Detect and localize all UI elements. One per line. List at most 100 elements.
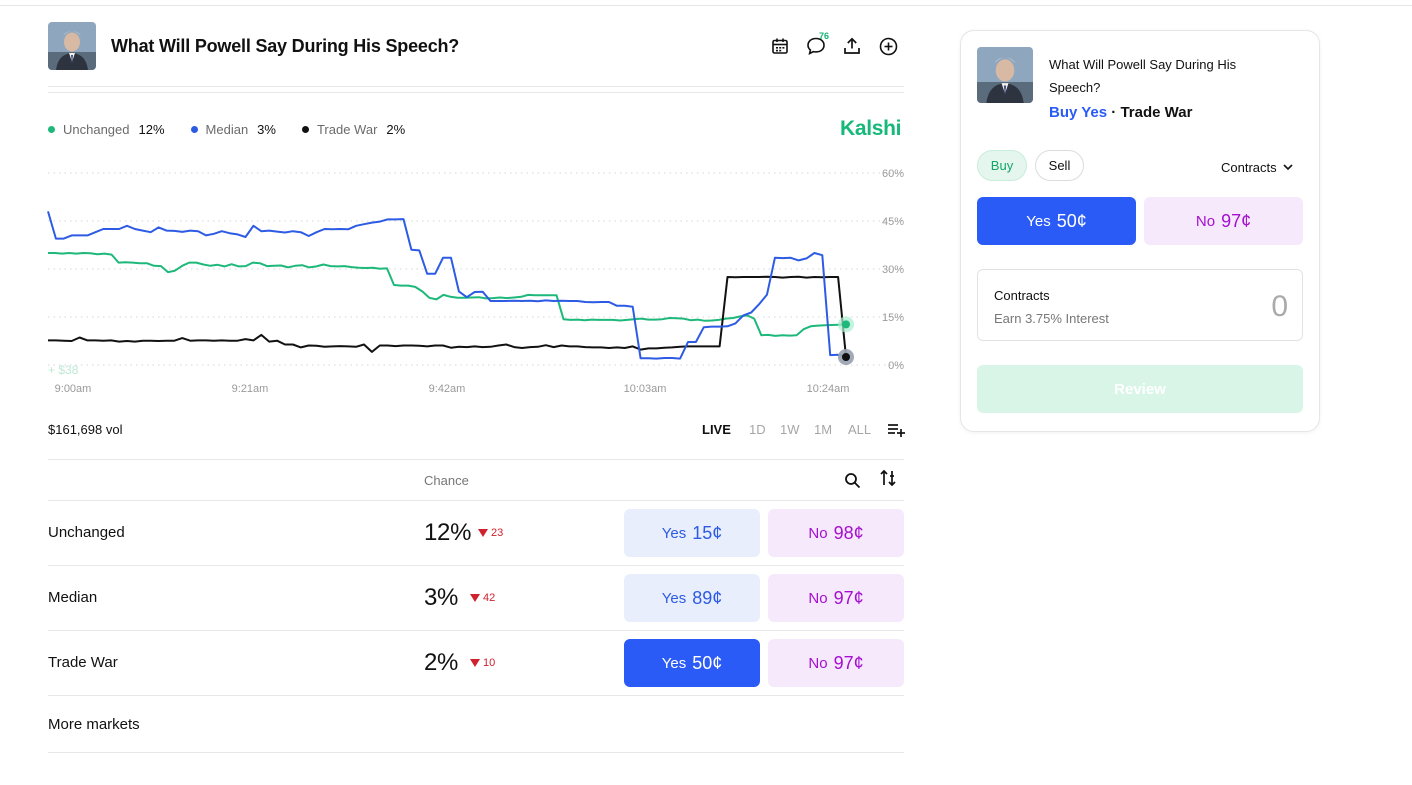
interest-label: Earn 3.75% Interest bbox=[994, 311, 1109, 326]
legend-dot bbox=[190, 126, 198, 133]
row-divider bbox=[48, 565, 904, 566]
legend-item-trade-war: Trade War 2% bbox=[301, 122, 406, 137]
yes-button-selected[interactable]: Yes 50¢ bbox=[624, 639, 760, 687]
market-avatar bbox=[48, 22, 96, 70]
legend-label: Trade War bbox=[316, 122, 378, 137]
contracts-input-box[interactable] bbox=[977, 269, 1303, 341]
no-label: No bbox=[1195, 212, 1216, 230]
contracts-input[interactable]: 0 bbox=[1271, 290, 1288, 323]
yes-button[interactable]: Yes 89¢ bbox=[624, 574, 760, 622]
table-header-divider bbox=[48, 500, 904, 501]
more-markets-link[interactable]: More markets bbox=[48, 716, 140, 733]
yes-label: Yes bbox=[661, 524, 687, 542]
search-icon[interactable] bbox=[840, 468, 864, 492]
legend-item-median: Median 3% bbox=[190, 122, 276, 137]
x-tick-label: 9:21am bbox=[232, 383, 269, 395]
card-subtitle: Buy Yes · Trade War bbox=[1049, 104, 1192, 121]
header-divider-2 bbox=[48, 92, 904, 93]
row-divider bbox=[48, 695, 904, 696]
sell-tab[interactable]: Sell bbox=[1035, 150, 1084, 181]
no-price: 97¢ bbox=[833, 652, 864, 673]
no-label: No bbox=[808, 654, 828, 672]
chance-delta-value: 23 bbox=[491, 527, 504, 539]
card-avatar bbox=[977, 47, 1033, 103]
down-arrow-icon bbox=[470, 659, 480, 667]
range-1d[interactable]: 1D bbox=[749, 422, 766, 437]
no-button[interactable]: No 98¢ bbox=[768, 509, 904, 557]
range-live[interactable]: LIVE bbox=[702, 422, 731, 437]
contracts-label: Contracts bbox=[994, 288, 1050, 303]
no-price: 97¢ bbox=[833, 587, 864, 608]
card-no-button[interactable]: No 97¢ bbox=[1144, 197, 1303, 245]
y-tick-label: 60% bbox=[882, 168, 904, 180]
range-1m[interactable]: 1M bbox=[814, 422, 833, 437]
chance-column-header: Chance bbox=[424, 473, 469, 488]
series-line-unchanged bbox=[48, 252, 847, 337]
market-label-trade-war[interactable]: Trade War bbox=[48, 654, 118, 671]
series-end-dot bbox=[842, 353, 850, 361]
no-button[interactable]: No 97¢ bbox=[768, 639, 904, 687]
no-label: No bbox=[808, 589, 828, 607]
calendar-icon[interactable] bbox=[768, 34, 792, 58]
unit-dropdown-label: Contracts bbox=[1221, 160, 1277, 175]
chance-delta: 42 bbox=[470, 592, 495, 604]
unit-dropdown[interactable]: Contracts bbox=[1221, 160, 1293, 175]
y-tick-label: 45% bbox=[882, 216, 904, 228]
comment-icon[interactable] bbox=[804, 34, 828, 58]
review-button[interactable]: Review bbox=[977, 365, 1303, 413]
legend-dot bbox=[48, 126, 55, 133]
bottom-divider bbox=[48, 752, 904, 753]
series-line-median bbox=[47, 211, 847, 360]
market-label-unchanged[interactable]: Unchanged bbox=[48, 524, 125, 541]
row-divider bbox=[48, 630, 904, 631]
legend-value: 12% bbox=[138, 122, 165, 137]
buy-tab[interactable]: Buy bbox=[977, 150, 1027, 181]
no-price: 97¢ bbox=[1221, 210, 1252, 231]
card-title: What Will Powell Say During His Speech? bbox=[1049, 57, 1237, 95]
chart-annotation: + $38 bbox=[48, 363, 79, 377]
yes-price: 50¢ bbox=[1056, 210, 1087, 231]
share-icon[interactable] bbox=[840, 34, 864, 58]
range-all[interactable]: ALL bbox=[848, 422, 872, 437]
table-top-divider bbox=[48, 459, 904, 460]
yes-button[interactable]: Yes 15¢ bbox=[624, 509, 760, 557]
series-line-trade-war bbox=[48, 275, 847, 358]
range-1w[interactable]: 1W bbox=[780, 422, 800, 437]
price-chart[interactable]: 60% 45% 30% 15% 0% 9:00am 9:21am 9:42am 10:03am 1… bbox=[0, 160, 920, 400]
market-chance: 2% bbox=[424, 649, 459, 676]
down-arrow-icon bbox=[478, 529, 488, 537]
yes-price: 15¢ bbox=[692, 522, 723, 543]
y-tick-label: 15% bbox=[882, 312, 904, 324]
comment-count-badge: 76 bbox=[819, 31, 830, 41]
no-price: 98¢ bbox=[833, 522, 864, 543]
no-button[interactable]: No 97¢ bbox=[768, 574, 904, 622]
x-tick-label: 10:24am bbox=[807, 383, 850, 395]
chance-delta: 10 bbox=[470, 657, 495, 669]
kalshi-logo: Kalshi bbox=[840, 117, 902, 140]
yes-label: Yes bbox=[661, 589, 687, 607]
legend-value: 2% bbox=[386, 122, 406, 137]
chance-delta-value: 10 bbox=[483, 657, 496, 669]
chart-legend: Unchanged 12% Median 3% Trade War 2% bbox=[48, 122, 405, 137]
series-end-dot bbox=[842, 320, 850, 329]
volume-label: $161,698 vol bbox=[48, 422, 123, 437]
card-separator: · bbox=[1107, 104, 1121, 121]
card-yes-button[interactable]: Yes 50¢ bbox=[977, 197, 1136, 245]
sort-icon[interactable] bbox=[876, 466, 900, 490]
yes-price: 50¢ bbox=[692, 652, 723, 673]
add-icon[interactable] bbox=[876, 34, 900, 58]
chance-delta-value: 42 bbox=[483, 592, 496, 604]
header-divider bbox=[48, 86, 904, 87]
x-tick-label: 9:00am bbox=[55, 383, 92, 395]
legend-dot bbox=[301, 126, 309, 133]
card-action: Buy Yes bbox=[1049, 104, 1108, 121]
x-tick-label: 9:42am bbox=[429, 383, 466, 395]
market-label-median[interactable]: Median bbox=[48, 589, 98, 606]
page-title: What Will Powell Say During His Speech? bbox=[111, 36, 460, 56]
market-chance: 3% bbox=[424, 584, 459, 611]
legend-value: 3% bbox=[257, 122, 276, 137]
chance-delta: 23 bbox=[478, 527, 503, 539]
playlist-add-icon[interactable] bbox=[884, 418, 908, 442]
legend-label: Median bbox=[205, 122, 249, 137]
market-chance: 12% bbox=[424, 519, 472, 546]
